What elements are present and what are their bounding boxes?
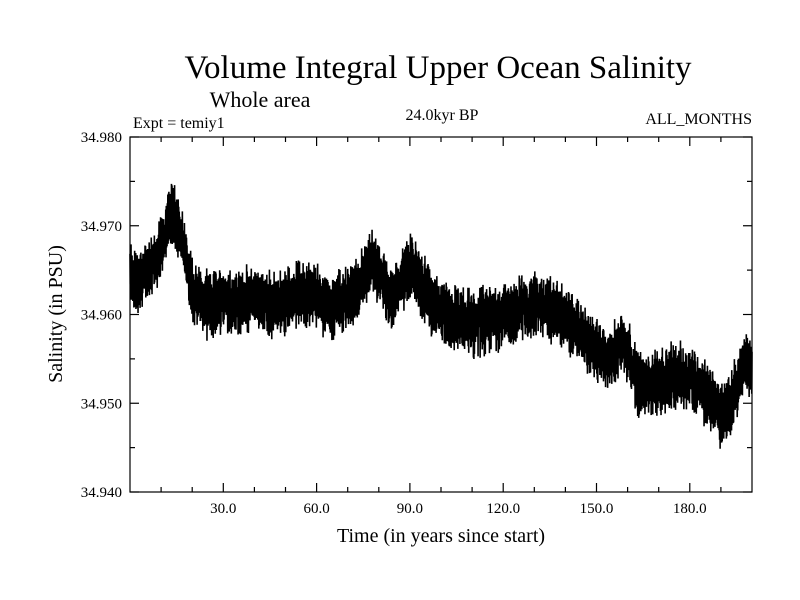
data-series <box>129 183 753 449</box>
x-axis-label: Time (in years since start) <box>337 525 545 547</box>
x-tick-label: 30.0 <box>210 501 236 517</box>
experiment-label: Expt = temiy1 <box>133 115 225 132</box>
y-tick-label: 34.950 <box>81 396 122 412</box>
y-tick-label: 34.960 <box>81 308 122 324</box>
period-label: 24.0kyr BP <box>406 107 479 124</box>
months-label: ALL_MONTHS <box>645 111 752 128</box>
y-tick-label: 34.940 <box>81 485 122 501</box>
plot-frame <box>129 136 753 493</box>
x-tick-label: 60.0 <box>303 501 329 517</box>
x-tick-label: 150.0 <box>580 501 614 517</box>
x-tick-label: 180.0 <box>673 501 707 517</box>
y-tick-label: 34.980 <box>81 130 122 146</box>
salinity-series-line <box>129 183 753 449</box>
axis-tick-labels: 30.0 60.0 90.0 120.0 150.0 180.0 34.940 34.950 3… <box>81 130 707 517</box>
chart-title: Volume Integral Upper Ocean Salinity <box>184 50 692 86</box>
chart-subtitle: Whole area <box>210 87 311 112</box>
x-tick-label: 120.0 <box>486 501 520 517</box>
y-axis-label: Salinity (in PSU) <box>45 245 67 383</box>
y-tick-label: 34.970 <box>81 219 122 235</box>
x-tick-label: 90.0 <box>397 501 423 517</box>
